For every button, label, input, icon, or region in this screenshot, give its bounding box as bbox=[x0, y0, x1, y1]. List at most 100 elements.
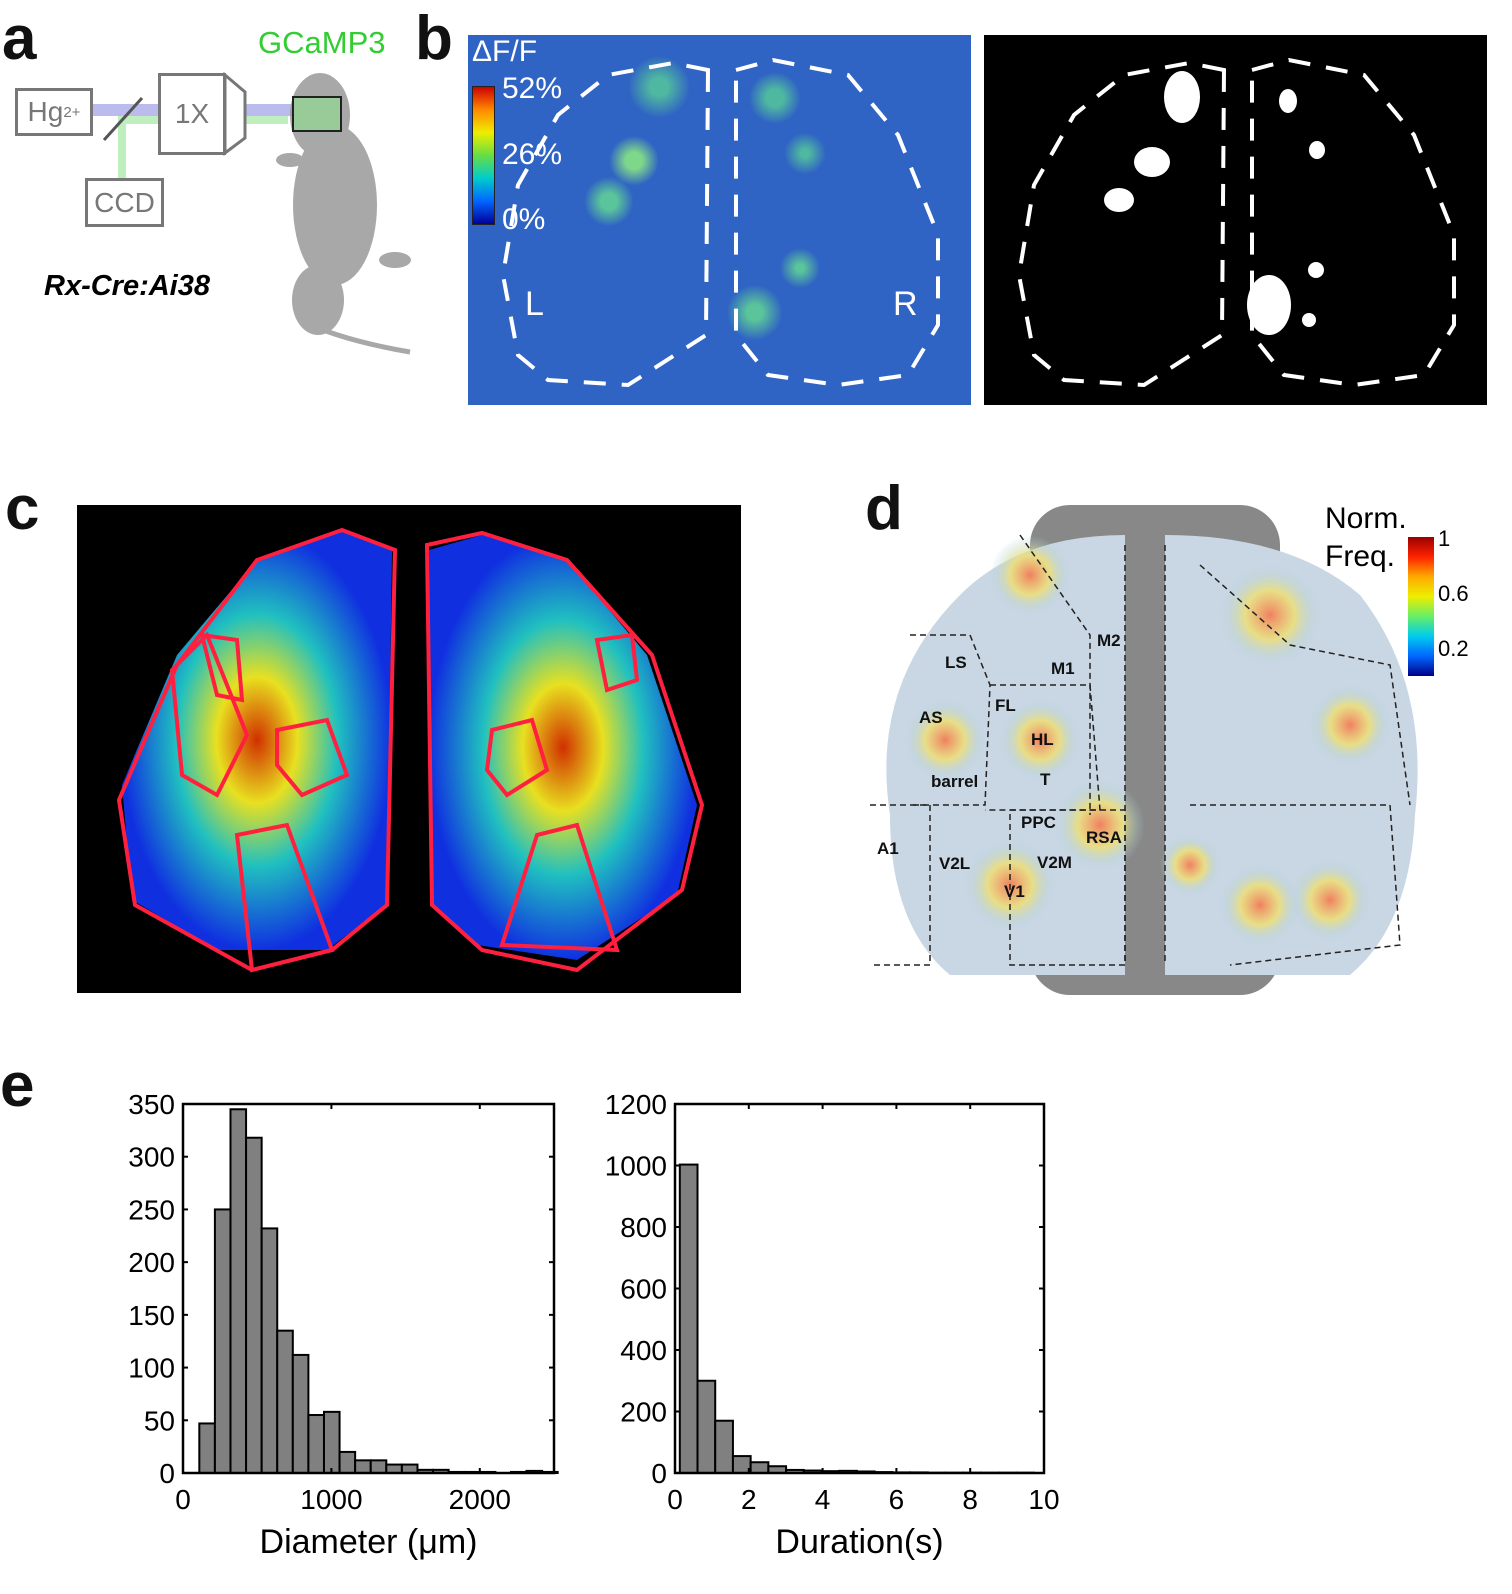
duration-histogram: 0 200 400 600 800 1000 1200 0 2 4 6 8 10 Duration(s) bbox=[605, 1089, 1060, 1561]
emission-light-path-v bbox=[118, 116, 126, 180]
lens-icon bbox=[223, 71, 247, 156]
region-label-V2M: V2M bbox=[1037, 853, 1072, 872]
mercury-lamp-box: Hg 2+ bbox=[15, 88, 93, 136]
region-label-HL: HL bbox=[1031, 730, 1054, 749]
y-tick-label: 1000 bbox=[605, 1151, 667, 1182]
right-hemisphere-label: R bbox=[893, 285, 918, 323]
right-hemisphere-density bbox=[429, 535, 697, 960]
y-tick-label: 0 bbox=[651, 1458, 667, 1489]
plot-frame bbox=[181, 1102, 556, 1475]
histogram-bar bbox=[322, 1410, 341, 1475]
region-label-AS: AS bbox=[919, 708, 943, 727]
x-axis-label: Duration(s) bbox=[775, 1523, 943, 1561]
light-source-label: Hg bbox=[27, 96, 64, 127]
dichroic-mirror bbox=[102, 96, 144, 142]
histogram-bar bbox=[338, 1450, 357, 1474]
atlas-boundaries bbox=[870, 534, 1411, 966]
left-hemisphere-density bbox=[122, 530, 392, 950]
y-tick-label: 250 bbox=[128, 1194, 175, 1225]
genotype-label: Rx-Cre:Ai38 bbox=[44, 270, 210, 302]
region-label-PPC: PPC bbox=[1021, 813, 1056, 832]
x-tick-label: 4 bbox=[815, 1484, 831, 1515]
histogram-bar bbox=[291, 1353, 310, 1475]
panel-label-b: b bbox=[415, 4, 453, 73]
histogram-bar bbox=[198, 1422, 216, 1475]
x-axis-label: Diameter (μm) bbox=[260, 1523, 478, 1561]
x-tick-label: 6 bbox=[889, 1484, 905, 1515]
hemisphere-outlines-b bbox=[500, 57, 940, 388]
region-label-M1: M1 bbox=[1051, 659, 1075, 678]
brain-atlas-overlay bbox=[870, 505, 1418, 995]
panel-label-a: a bbox=[2, 4, 37, 73]
panel-label-c: c bbox=[5, 474, 40, 543]
y-tick-label: 300 bbox=[128, 1142, 175, 1173]
panel-label-d: d bbox=[865, 474, 903, 543]
panel-label-e: e bbox=[0, 1051, 35, 1120]
y-tick-label: 50 bbox=[144, 1405, 175, 1436]
norm-freq-tick-1: 1 bbox=[1438, 526, 1451, 551]
region-outlines-c bbox=[116, 527, 705, 973]
histogram-bar bbox=[229, 1108, 248, 1475]
region-label-LS: LS bbox=[945, 653, 967, 672]
y-tick-label: 800 bbox=[620, 1212, 667, 1243]
diameter-histogram: 0 50 100 150 200 250 300 350 0 1000 2000 Diameter (… bbox=[128, 1089, 559, 1561]
region-label-T: T bbox=[1040, 770, 1051, 789]
objective-box: 1X bbox=[158, 73, 226, 155]
norm-freq-title-1: Norm. bbox=[1325, 502, 1407, 535]
norm-freq-tick-0.6: 0.6 bbox=[1438, 581, 1469, 606]
norm-freq-tick-0.2: 0.2 bbox=[1438, 636, 1469, 661]
region-label-M2: M2 bbox=[1097, 631, 1121, 650]
histogram-bar bbox=[213, 1208, 232, 1475]
y-tick-label: 0 bbox=[159, 1458, 175, 1489]
region-label-V2L: V2L bbox=[939, 854, 971, 873]
setup-schematic bbox=[92, 71, 411, 355]
histogram-bar bbox=[369, 1459, 388, 1474]
histogram-bar bbox=[307, 1414, 325, 1474]
histogram-bar bbox=[749, 1461, 770, 1474]
y-tick-label: 1200 bbox=[605, 1089, 667, 1120]
active-regions bbox=[1104, 71, 1325, 335]
dff-tick-0: 0% bbox=[502, 203, 546, 236]
ccd-camera-box: CCD bbox=[85, 178, 164, 227]
x-tick-label: 0 bbox=[175, 1484, 191, 1515]
norm-freq-title-2: Freq. bbox=[1325, 540, 1396, 573]
x-tick-label: 10 bbox=[1028, 1484, 1059, 1515]
y-tick-label: 350 bbox=[128, 1089, 175, 1120]
x-tick-label: 2000 bbox=[449, 1484, 511, 1515]
event-density-map bbox=[77, 505, 741, 993]
histogram-bar bbox=[714, 1419, 734, 1475]
y-tick-label: 100 bbox=[128, 1353, 175, 1384]
x-tick-label: 0 bbox=[667, 1484, 683, 1515]
y-tick-label: 200 bbox=[128, 1247, 175, 1278]
y-tick-label: 200 bbox=[620, 1397, 667, 1428]
histogram-bar bbox=[245, 1136, 263, 1474]
y-tick-label: 400 bbox=[620, 1335, 667, 1366]
mouse-silhouette bbox=[276, 73, 411, 355]
y-tick-label: 150 bbox=[128, 1300, 175, 1331]
region-label-barrel: barrel bbox=[931, 772, 979, 791]
y-tick-label: 600 bbox=[620, 1274, 667, 1305]
frequency-blobs bbox=[905, 535, 1390, 945]
histogram-bar bbox=[354, 1459, 372, 1474]
histogram-bar bbox=[696, 1379, 717, 1474]
dff-colorbar-title: ΔF/F bbox=[472, 35, 538, 68]
dff-colorbar bbox=[472, 86, 495, 225]
dff-image bbox=[468, 35, 971, 405]
region-label-A1: A1 bbox=[877, 839, 899, 858]
imaging-window bbox=[292, 96, 342, 132]
histogram-bar bbox=[400, 1463, 419, 1474]
region-label-V1: V1 bbox=[1004, 882, 1025, 901]
norm-freq-colorbar bbox=[1408, 537, 1434, 676]
x-tick-label: 1000 bbox=[300, 1484, 362, 1515]
plot-frame bbox=[673, 1102, 1046, 1475]
region-label-RSA: RSA bbox=[1086, 828, 1122, 847]
histogram-bar bbox=[678, 1163, 699, 1474]
histogram-bar bbox=[260, 1227, 279, 1474]
dff-tick-26: 26% bbox=[502, 138, 563, 171]
indicator-label: GCaMP3 bbox=[258, 25, 386, 60]
region-label-FL: FL bbox=[995, 696, 1016, 715]
x-tick-label: 8 bbox=[962, 1484, 978, 1515]
left-hemisphere-label: L bbox=[525, 285, 544, 323]
dff-tick-52: 52% bbox=[502, 72, 563, 105]
